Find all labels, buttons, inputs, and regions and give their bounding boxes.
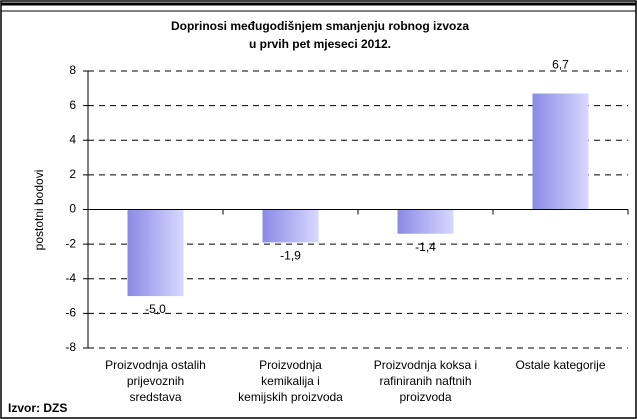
x-tick-label: Ostale kategorije <box>515 358 605 372</box>
bar <box>397 209 454 234</box>
chart-title: u prvih pet mjeseci 2012. <box>249 37 391 51</box>
y-tick-label: -2 <box>65 236 76 250</box>
chart-title: Doprinosi međugodišnjem smanjenju robnog… <box>171 19 469 33</box>
y-tick-label: -4 <box>65 271 76 285</box>
data-label: -1,9 <box>280 249 301 263</box>
y-tick-label: -6 <box>65 306 76 320</box>
y-tick-label: -8 <box>65 340 76 354</box>
y-tick-label: 0 <box>69 202 76 216</box>
x-tick-label: Proizvodnja koksa i rafiniranih naftnih pr… <box>374 358 477 404</box>
data-label: 6,7 <box>552 58 569 72</box>
y-tick-label: 6 <box>69 98 76 112</box>
bar <box>127 209 184 297</box>
y-tick-label: 2 <box>69 167 76 181</box>
bar <box>532 93 589 210</box>
data-label: -1,4 <box>415 240 436 254</box>
x-tick-label: Proizvodnja kemikalija i kemijskih proizvo… <box>238 358 343 404</box>
y-tick-label: 8 <box>69 63 76 77</box>
y-tick-label: 4 <box>69 132 76 146</box>
source: Izvor: DZS <box>8 401 67 415</box>
data-label: -5,0 <box>145 302 166 316</box>
y-axis-label: postotni bodovi <box>32 170 46 251</box>
x-tick-label: Proizvodnja ostalih prijevoznih sredstava <box>105 358 206 404</box>
bar <box>262 209 319 243</box>
